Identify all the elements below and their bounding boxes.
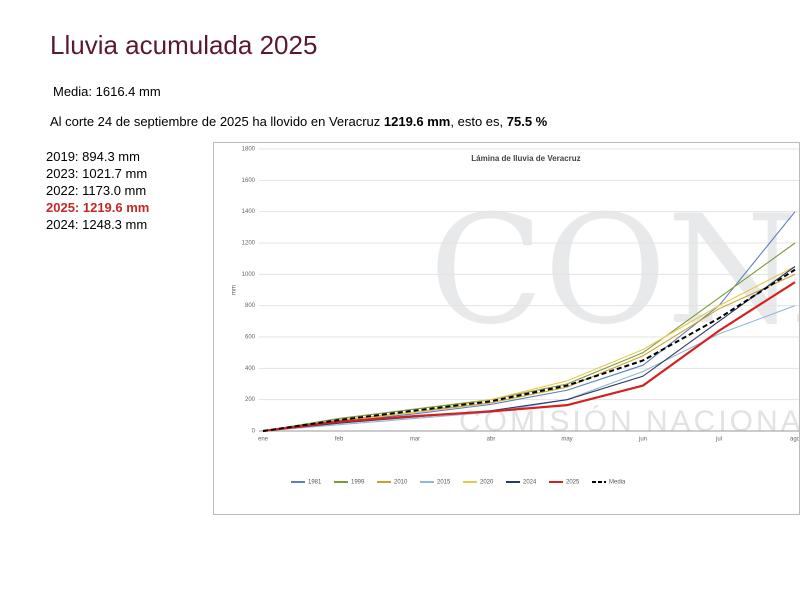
summary-percent: 75.5 % [506, 114, 548, 129]
y-tick-label: 600 [245, 335, 256, 341]
y-tick-label: 0 [252, 429, 256, 435]
year-total: 2019: 894.3 mm [46, 149, 140, 164]
x-tick-label: ene [258, 437, 269, 443]
y-tick-label: 200 [245, 397, 256, 403]
legend-label: Media [609, 480, 626, 486]
legend-label: 1981 [308, 480, 322, 486]
series-line [262, 281, 796, 433]
x-tick-label: jun [638, 437, 647, 443]
summary-text: , esto es, [450, 114, 507, 129]
watermark-logo: CONAGUA [429, 184, 800, 358]
y-tick-label: 1400 [242, 209, 256, 215]
legend-label: 1999 [351, 480, 365, 486]
y-tick-label: 400 [245, 366, 256, 372]
series-line [262, 268, 796, 432]
x-tick-label: mar [410, 437, 420, 443]
year-total: 2024: 1248.3 mm [46, 217, 148, 232]
year-total: 2022: 1173.0 mm [46, 183, 147, 198]
year-list: 2019: 894.3 mm 2023: 1021.7 mm 2022: 1173.… [46, 148, 149, 233]
legend-label: 2024 [523, 480, 537, 486]
y-tick-label: 1800 [242, 147, 256, 153]
x-tick-label: feb [335, 437, 344, 443]
chart-title: Lámina de lluvia de Veracruz [471, 154, 580, 163]
summary: Al corte 24 de septiembre de 2025 ha llo… [50, 114, 547, 129]
legend-label: 2010 [394, 480, 408, 486]
y-tick-label: 1200 [242, 241, 256, 247]
summary-value: 1219.6 mm [383, 114, 451, 129]
y-tick-label: 1600 [242, 178, 256, 184]
year-total: 2023: 1021.7 mm [46, 166, 148, 181]
x-tick-label: jul [715, 437, 722, 443]
x-tick-label: abr [487, 437, 496, 443]
legend-label: 2020 [480, 480, 494, 486]
x-tick-label: ago [790, 437, 800, 443]
chart: CONAGUACOMISIÓN NACIONAL DEL AGUALámina … [213, 142, 800, 515]
year-total: 2025: 1219.6 mm [46, 200, 150, 215]
y-tick-label: 1000 [242, 272, 256, 278]
legend-label: 2025 [566, 480, 580, 486]
y-axis-label: mm [232, 285, 238, 295]
x-tick-label: may [561, 437, 572, 443]
legend-label: 2015 [437, 480, 451, 486]
series-line [262, 266, 796, 432]
slide-title: Lluvia acumulada 2025 [50, 30, 318, 60]
summary-text: Al corte 24 de septiembre de 2025 ha llo… [50, 114, 384, 129]
y-tick-label: 800 [245, 303, 256, 309]
mean-text: Media: 1616.4 mm [53, 84, 161, 99]
series-line [262, 242, 796, 432]
